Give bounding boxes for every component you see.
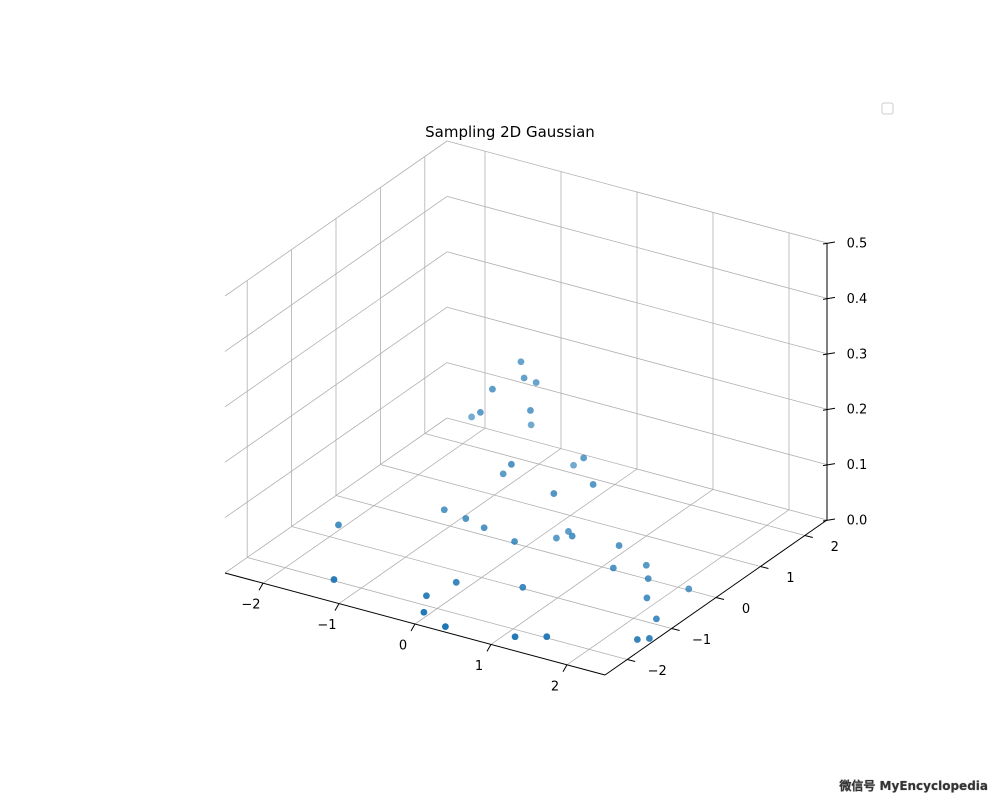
z-tick-mark <box>822 352 836 356</box>
scatter-point <box>543 633 551 641</box>
scatter-point <box>615 542 623 549</box>
x-tick-label: 0 <box>399 639 407 654</box>
scatter-point <box>499 470 507 478</box>
y-tick-label: −1 <box>692 633 711 648</box>
scatter-point <box>442 623 449 631</box>
y-tick-label: −2 <box>648 664 667 679</box>
scatter-point <box>568 532 576 540</box>
scatter-point <box>520 374 528 382</box>
z-tick-mark <box>822 518 836 522</box>
grid-lines <box>224 140 828 666</box>
left-wall-grid-line <box>224 140 448 297</box>
left-wall-grid-line <box>224 306 448 463</box>
scatter-point <box>508 460 515 468</box>
x-tick-label: −2 <box>241 598 260 613</box>
z-tick-mark <box>822 407 836 411</box>
watermark: 微信号 MyEncyclopedia <box>839 779 988 793</box>
scatter-point <box>335 521 342 529</box>
y-tick-mark <box>671 628 680 631</box>
scatter-point <box>462 515 470 522</box>
z-tick-label: 0.0 <box>847 514 868 529</box>
back-wall-grid-line <box>446 196 828 299</box>
scatter-point <box>609 564 617 572</box>
back-wall-grid-line <box>446 251 828 355</box>
floor-grid-line <box>335 495 717 598</box>
scatter-point <box>511 538 518 545</box>
floor-grid-line <box>380 464 761 567</box>
y-tick-label: 2 <box>831 540 839 555</box>
z-tick-label: 0.1 <box>847 458 868 473</box>
z-tick-mark <box>822 241 836 245</box>
x-tick-mark <box>410 623 416 632</box>
z-tick-label: 0.2 <box>847 403 868 418</box>
x-tick-label: 1 <box>475 659 483 674</box>
scatter-point <box>330 576 338 583</box>
scatter-point <box>633 636 641 643</box>
scatter-point <box>420 608 428 616</box>
scatter-point <box>517 358 525 366</box>
back-wall-grid-line <box>446 140 828 244</box>
axes: −2 −1 0 1 2 −2 −1 0 1 2 0.0 0.1 0.2 0.3 0.4 0.5 <box>224 237 868 694</box>
floor-grid-line <box>247 557 628 660</box>
x-tick-label: 2 <box>551 679 559 694</box>
floor-grid-line <box>291 526 672 629</box>
legend-box <box>881 102 894 115</box>
scatter-point <box>644 575 652 582</box>
scatter-point <box>489 385 496 393</box>
chart-title: Sampling 2D Gaussian <box>425 123 595 141</box>
z-tick-mark <box>822 296 836 300</box>
x-tick-mark <box>486 644 492 652</box>
scatter-point <box>643 594 651 602</box>
y-tick-label: 1 <box>786 571 794 586</box>
x-tick-mark <box>258 582 264 591</box>
left-wall-grid-line <box>224 362 448 518</box>
scatter-point <box>685 585 693 593</box>
floor-grid-line <box>424 433 805 536</box>
x-tick-mark <box>334 603 340 611</box>
scatter-point <box>423 592 430 600</box>
scatter-point <box>550 490 558 497</box>
scatter-point <box>565 528 572 535</box>
scatter-point <box>570 461 577 469</box>
back-wall-grid-line <box>446 306 828 410</box>
scatter-point <box>519 583 527 591</box>
scatter-point <box>553 534 560 542</box>
left-wall-grid-line <box>224 196 448 352</box>
back-wall-grid-line <box>446 362 828 465</box>
scatter-point <box>511 633 519 641</box>
scatter-point <box>642 561 650 569</box>
y-tick-mark <box>627 659 636 662</box>
z-tick-label: 0.3 <box>847 347 868 362</box>
scatter-point <box>527 421 535 429</box>
back-wall-grid-line <box>446 417 828 521</box>
z-tick-mark <box>822 463 836 467</box>
z-tick-label: 0.5 <box>847 237 868 252</box>
data-points <box>330 358 693 643</box>
y-tick-label: 0 <box>742 602 750 617</box>
left-wall-grid-line <box>224 417 448 574</box>
scatter-point <box>646 635 653 642</box>
x-tick-mark <box>562 664 568 673</box>
scatter-point <box>452 578 460 586</box>
z-tick-label: 0.4 <box>847 292 868 307</box>
scatter-point <box>527 407 534 414</box>
y-tick-mark <box>760 566 769 569</box>
scatter-point <box>580 454 588 462</box>
scatter-point <box>440 506 448 514</box>
scatter-point <box>532 379 540 386</box>
y-tick-mark <box>804 535 813 538</box>
scatter-point <box>477 408 484 416</box>
scatter-point <box>468 413 475 421</box>
y-tick-mark <box>715 597 725 600</box>
scatter-point <box>653 615 660 623</box>
scatter-point <box>589 481 597 488</box>
scatter-point <box>480 524 488 532</box>
left-wall-grid-line <box>224 251 448 408</box>
x-tick-label: −1 <box>317 618 336 633</box>
